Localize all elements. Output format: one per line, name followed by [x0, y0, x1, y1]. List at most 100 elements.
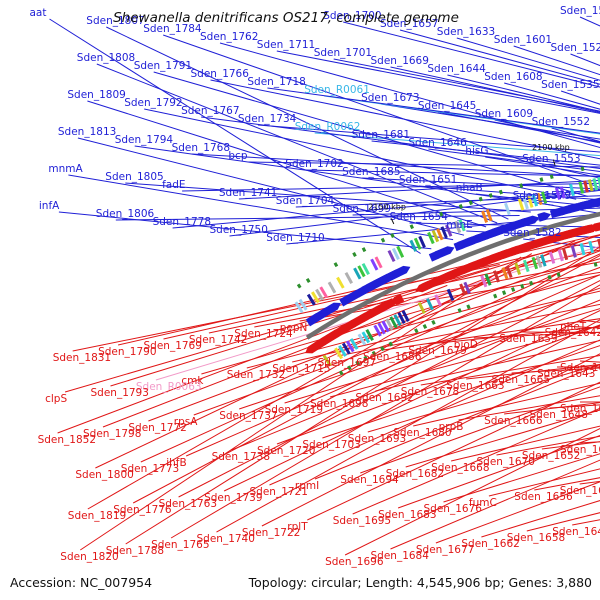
gene-label: Sden_1750: [210, 224, 268, 236]
connector-line: [450, 425, 600, 462]
connector-line: [276, 324, 600, 445]
gene-label: Sden_1620: [560, 362, 600, 374]
gene-label: Sden_1766: [191, 68, 250, 80]
connector-line: [329, 325, 600, 398]
category-box: [597, 177, 600, 190]
gene-label: Sden_1793: [91, 387, 149, 399]
marker: [409, 224, 414, 230]
gene-label: Sden_1819: [68, 510, 126, 522]
gene-label: Sden_1608: [484, 71, 542, 83]
gene-label: Sden_1852: [38, 434, 96, 446]
marker: [352, 252, 357, 257]
category-box: [374, 256, 383, 269]
accession-text: Accession: NC_007954: [10, 575, 152, 590]
marker: [380, 237, 386, 243]
connector-line: [418, 185, 600, 201]
category-box: [418, 235, 426, 248]
connector-line: [178, 280, 600, 498]
category-box: [562, 247, 569, 261]
category-box: [319, 286, 329, 299]
category-box: [334, 347, 344, 360]
gene-label: Sden_1642: [545, 327, 600, 339]
marker: [547, 275, 552, 280]
gene-label: rpmI: [295, 480, 319, 492]
category-box: [531, 194, 539, 207]
kbp-tick: [552, 159, 556, 166]
connector-line: [231, 299, 600, 451]
gene-arrow: [589, 220, 600, 232]
gene-label: Sden_1663: [446, 380, 504, 392]
marker: [519, 183, 524, 188]
category-box: [377, 322, 386, 335]
gene-label: Sden_1694: [340, 474, 399, 486]
gene-label: Sden_1719: [265, 404, 323, 416]
marker: [466, 304, 471, 310]
gene-label: Sden_1677: [416, 544, 474, 556]
connector-line: [219, 42, 600, 149]
connector-line: [163, 34, 600, 189]
connector-line: [352, 407, 600, 515]
category-box: [588, 240, 595, 254]
connector-line: [284, 308, 600, 404]
connector-line: [435, 481, 600, 544]
gene-label: Sden_1644: [427, 63, 486, 75]
connector-line: [299, 271, 600, 322]
connector-line: [58, 211, 432, 250]
gene-label: Sden_R0062: [295, 121, 361, 133]
gene-label: Sden_1679: [408, 345, 466, 357]
category-box: [315, 288, 324, 301]
marker: [458, 203, 464, 209]
connector-line: [110, 234, 600, 387]
gene-label: Sden_1645: [418, 100, 476, 112]
gene-label: Sden_1762: [200, 31, 258, 43]
category-box: [505, 265, 513, 278]
category-box: [592, 178, 599, 191]
category-box: [504, 202, 511, 216]
gene-label: Sden_1680: [393, 427, 451, 439]
category-box: [570, 245, 577, 258]
connector-line: [437, 111, 600, 143]
connector-line: [49, 18, 421, 254]
kbp-tick: [390, 218, 395, 225]
category-box: [361, 262, 370, 276]
category-box: [417, 301, 426, 315]
marker: [363, 355, 369, 361]
gene-label: Sden_1734: [238, 113, 297, 125]
marker: [371, 350, 377, 356]
forward-category-track: [294, 177, 600, 314]
connector-line: [267, 87, 600, 134]
kbp-label: 2100 kbp: [532, 143, 570, 152]
category-box: [373, 324, 382, 337]
gene-label: Sden_1692: [355, 392, 413, 404]
marker: [346, 365, 352, 371]
gene-label: Sden_1732: [227, 369, 285, 381]
gene-label: fadE: [162, 179, 185, 191]
category-box: [454, 220, 462, 234]
connector-line: [362, 177, 600, 190]
marker: [478, 196, 483, 202]
connector-line: [95, 240, 576, 469]
gene-label: Sden_1790: [98, 346, 156, 358]
gene-label: Sden_1701: [314, 47, 372, 59]
category-box: [357, 333, 367, 346]
gene-label: pepN: [280, 322, 308, 334]
connector-line: [458, 395, 600, 421]
gene-label: Sden_1643: [537, 368, 595, 380]
category-box: [385, 318, 394, 331]
connector-line: [248, 161, 600, 168]
connector-line: [223, 310, 600, 492]
gene-label: Sden_1553: [522, 153, 580, 165]
gene-label: Sden_1666: [484, 415, 543, 427]
gene-label: minE: [446, 219, 472, 231]
connector-line: [80, 256, 522, 551]
gene-label: Sden_1792: [124, 97, 182, 109]
connector-line: [333, 58, 600, 112]
marker: [498, 189, 503, 195]
gene-label: cmk: [181, 375, 204, 387]
marker: [439, 211, 444, 217]
connector-line: [87, 253, 533, 510]
category-box: [361, 331, 371, 344]
gene-label: prpB: [439, 421, 464, 433]
gene-label: Sden_1697: [318, 357, 376, 369]
